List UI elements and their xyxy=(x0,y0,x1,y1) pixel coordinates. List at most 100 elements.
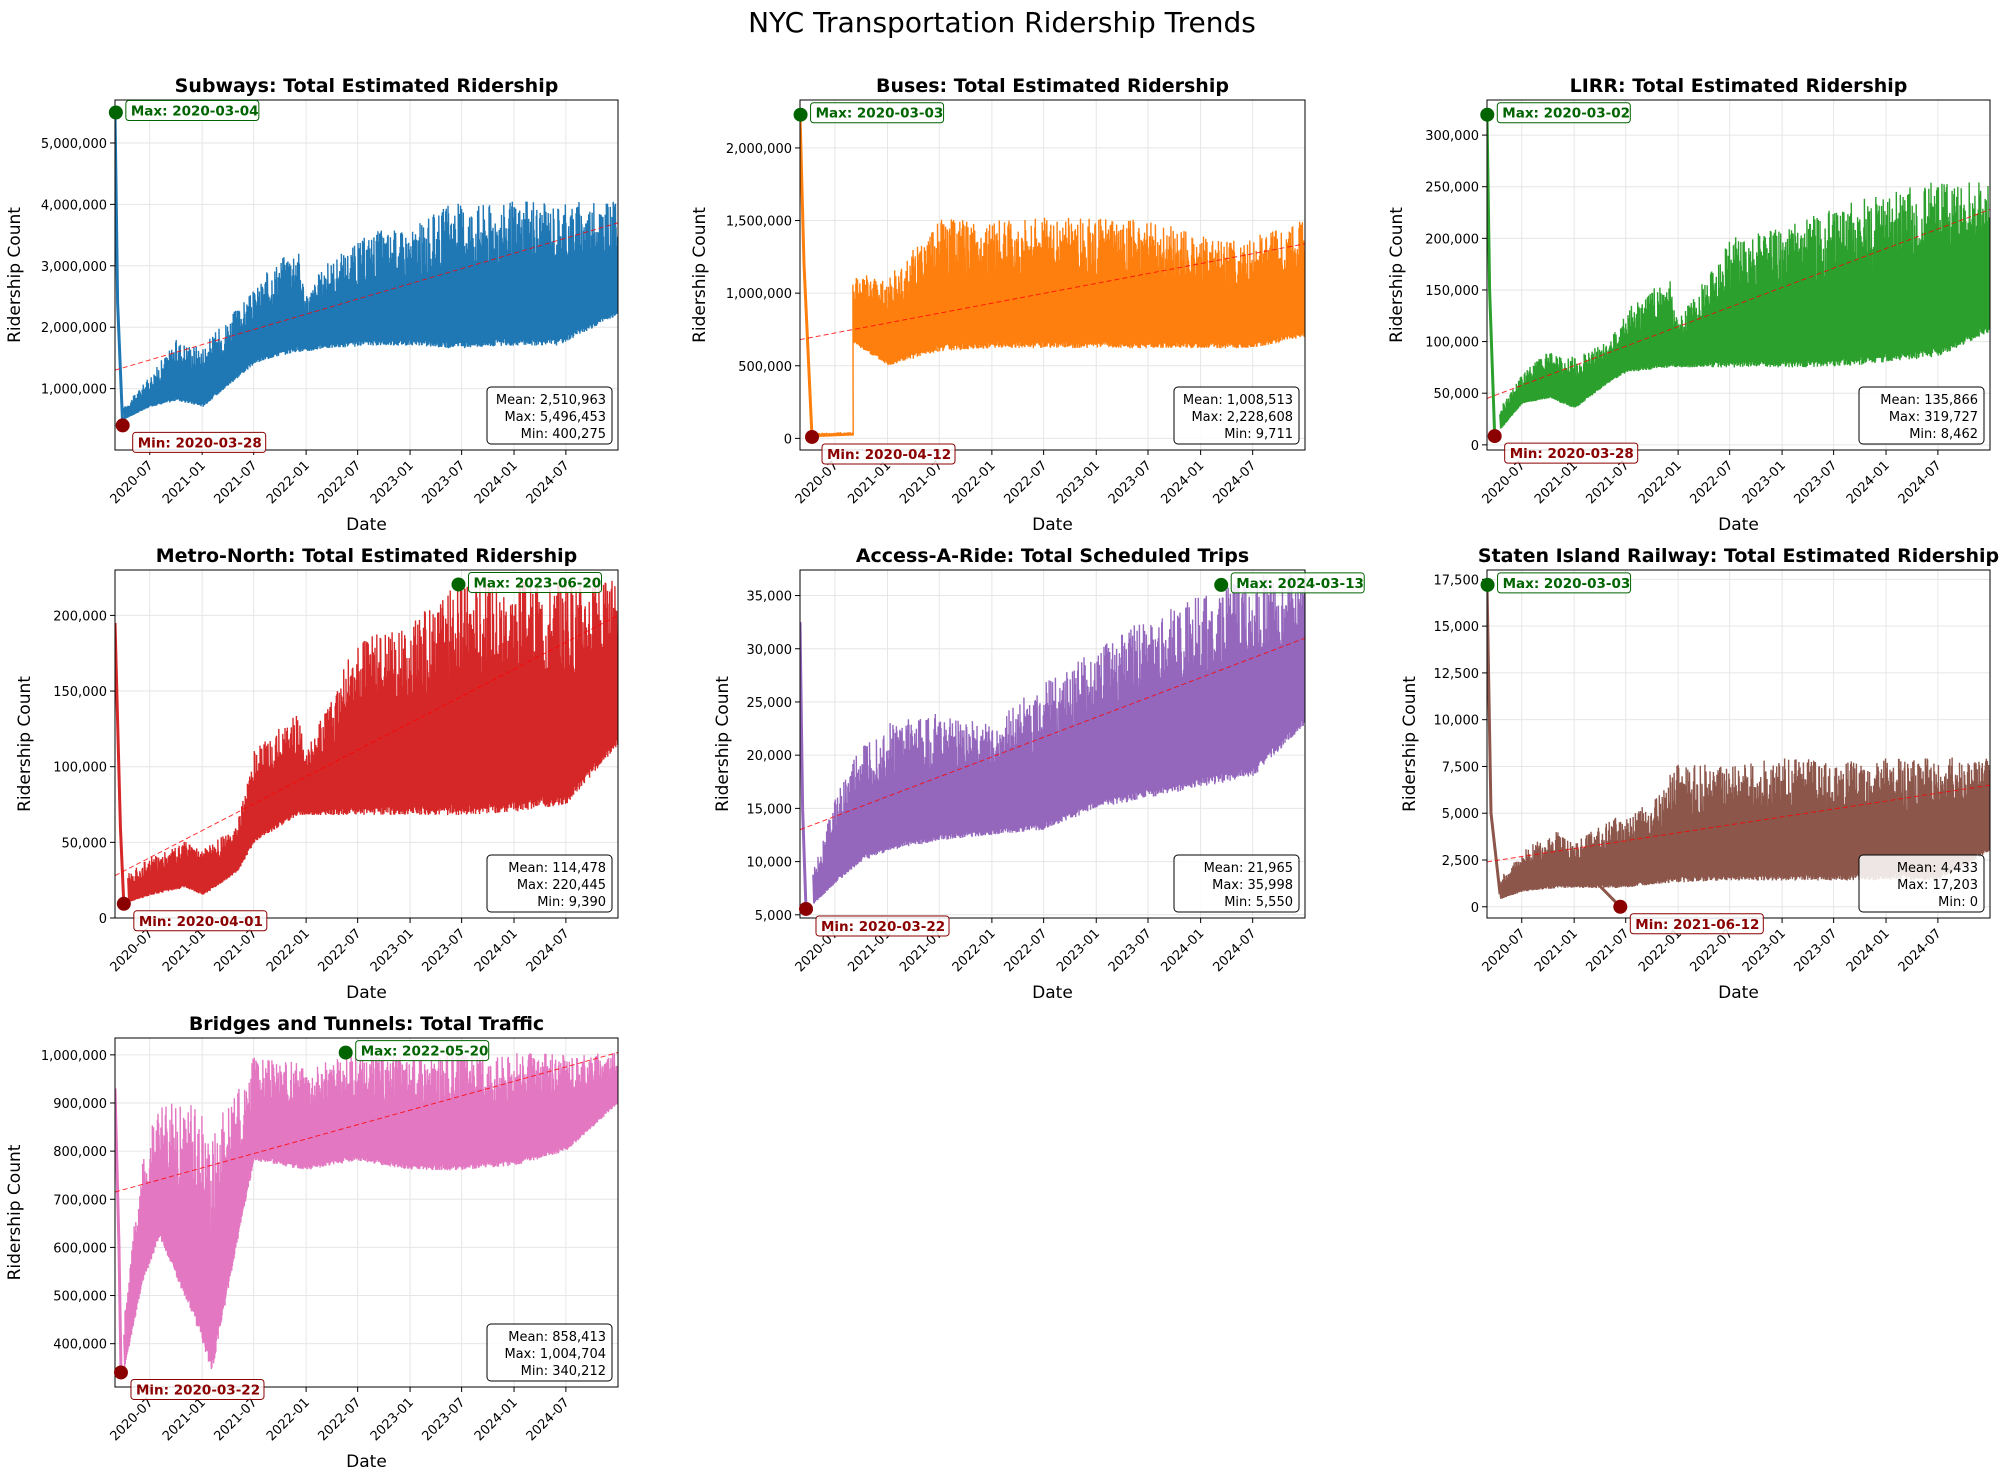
min-annotation-box xyxy=(132,431,267,453)
y-tick-label: 2,500 xyxy=(1442,854,1479,869)
y-tick-label: 0 xyxy=(1471,439,1479,454)
x-axis-label: Date xyxy=(1718,983,1759,1003)
stats-box xyxy=(1858,854,1985,913)
stats-line: Mean: 1,008,513 xyxy=(1183,393,1293,408)
series-line xyxy=(115,1051,618,1373)
x-tick-label: 2022-07 xyxy=(315,1395,364,1444)
y-axis-label: Ridership Count xyxy=(713,676,733,812)
max-annotation-label: Max: 2020-03-04 xyxy=(131,103,259,119)
stats-line: Min: 400,275 xyxy=(521,427,606,442)
x-tick-label: 2022-01 xyxy=(264,458,313,507)
x-axis-label: Date xyxy=(346,983,387,1003)
y-tick-label: 300,000 xyxy=(1425,129,1479,144)
y-tick-label: 1,000,000 xyxy=(726,287,792,302)
series-line xyxy=(115,112,618,426)
min-annotation-label: Min: 2020-03-28 xyxy=(138,435,262,451)
x-tick-label: 2024-01 xyxy=(1158,458,1207,507)
x-tick-label: 2023-07 xyxy=(419,1395,468,1444)
x-tick-label: 2024-07 xyxy=(1896,458,1945,507)
x-tick-label: 2020-07 xyxy=(108,926,157,975)
x-tick-label: 2024-07 xyxy=(524,926,573,975)
y-tick-label: 200,000 xyxy=(1425,232,1479,247)
axes-frame xyxy=(114,99,619,451)
stats-line: Max: 17,203 xyxy=(1897,878,1978,893)
x-tick-label: 2022-01 xyxy=(950,458,999,507)
stats-line: Mean: 2,510,963 xyxy=(496,393,606,408)
x-tick-label: 2024-07 xyxy=(1896,926,1945,975)
series-band xyxy=(816,217,1305,438)
y-tick-label: 500,000 xyxy=(738,360,792,375)
max-annotation-label: Max: 2023-06-20 xyxy=(473,575,601,591)
x-tick-label: 2022-07 xyxy=(315,458,364,507)
panel-title: Subways: Total Estimated Ridership xyxy=(175,75,559,97)
x-tick-label: 2021-07 xyxy=(897,458,946,507)
min-point-marker xyxy=(799,901,814,916)
x-tick-label: 2022-07 xyxy=(1687,458,1736,507)
min-point-marker xyxy=(805,429,820,444)
x-tick-label: 2022-01 xyxy=(264,1395,313,1444)
max-point-marker xyxy=(1480,577,1495,592)
x-tick-label: 2021-01 xyxy=(160,458,209,507)
series-line xyxy=(800,574,1305,910)
x-tick-label: 2021-01 xyxy=(160,926,209,975)
axes-frame xyxy=(114,569,619,919)
min-annotation-label: Min: 2020-03-28 xyxy=(1510,446,1634,462)
axes-frame xyxy=(114,1037,619,1388)
axes-frame xyxy=(799,569,1306,919)
y-axis-label: Ridership Count xyxy=(5,207,25,343)
stats-line: Min: 8,462 xyxy=(1909,427,1978,442)
series-line xyxy=(115,577,618,904)
y-tick-label: 25,000 xyxy=(747,696,793,711)
x-tick-label: 2023-01 xyxy=(368,926,417,975)
x-tick-label: 2024-07 xyxy=(524,1395,573,1444)
max-point-marker xyxy=(108,105,123,120)
stats-line: Max: 1,004,704 xyxy=(504,1347,606,1362)
max-point-marker xyxy=(1214,577,1229,592)
y-tick-label: 2,000,000 xyxy=(41,321,107,336)
min-point-marker xyxy=(1613,899,1628,914)
x-tick-label: 2024-07 xyxy=(524,458,573,507)
min-annotation-box xyxy=(133,910,268,932)
y-tick-label: 3,000,000 xyxy=(41,260,107,275)
series-band xyxy=(127,577,618,903)
y-tick-label: 1,000,000 xyxy=(41,1049,107,1064)
series-drop xyxy=(800,114,814,438)
series-drop xyxy=(1487,584,1622,908)
x-tick-label: 2024-01 xyxy=(472,926,521,975)
stats-line: Min: 9,711 xyxy=(1224,427,1293,442)
chart-panel-1: 1,000,000 2,000,000 3,000,000 4,000,000 5,00… xyxy=(5,75,619,535)
panel-title: Access-A-Ride: Total Scheduled Trips xyxy=(856,545,1249,567)
x-tick-label: 2021-07 xyxy=(1584,926,1633,975)
x-tick-label: 2021-07 xyxy=(1584,458,1633,507)
max-annotation-box xyxy=(355,1040,490,1062)
x-tick-label: 2021-07 xyxy=(212,458,261,507)
series-band xyxy=(123,201,618,419)
y-tick-label: 4,000,000 xyxy=(41,198,107,213)
x-tick-label: 2021-01 xyxy=(845,458,894,507)
x-axis-label: Date xyxy=(1032,983,1073,1003)
max-annotation-label: Max: 2020-03-02 xyxy=(1502,106,1630,122)
y-tick-label: 50,000 xyxy=(1434,387,1480,402)
max-annotation-box xyxy=(467,571,602,593)
y-tick-label: 150,000 xyxy=(1425,284,1479,299)
y-tick-label: 10,000 xyxy=(747,856,793,871)
x-tick-label: 2023-07 xyxy=(1106,458,1155,507)
y-axis-label: Ridership Count xyxy=(690,207,710,343)
panel-title: Buses: Total Estimated Ridership xyxy=(876,75,1229,97)
y-tick-label: 35,000 xyxy=(747,590,793,605)
min-annotation-box xyxy=(1504,442,1639,464)
min-point-marker xyxy=(116,896,131,911)
x-tick-label: 2023-01 xyxy=(368,1395,417,1444)
y-tick-label: 15,000 xyxy=(747,802,793,817)
series-band xyxy=(1499,182,1990,429)
y-tick-label: 50,000 xyxy=(62,836,108,851)
series-drop xyxy=(1487,114,1497,437)
y-tick-label: 20,000 xyxy=(747,749,793,764)
y-tick-label: 250,000 xyxy=(1425,181,1479,196)
y-tick-label: 0 xyxy=(1471,901,1479,916)
min-annotation-label: Min: 2020-03-22 xyxy=(136,1382,260,1398)
stats-line: Mean: 858,413 xyxy=(508,1330,606,1345)
y-tick-label: 1,500,000 xyxy=(726,215,792,230)
